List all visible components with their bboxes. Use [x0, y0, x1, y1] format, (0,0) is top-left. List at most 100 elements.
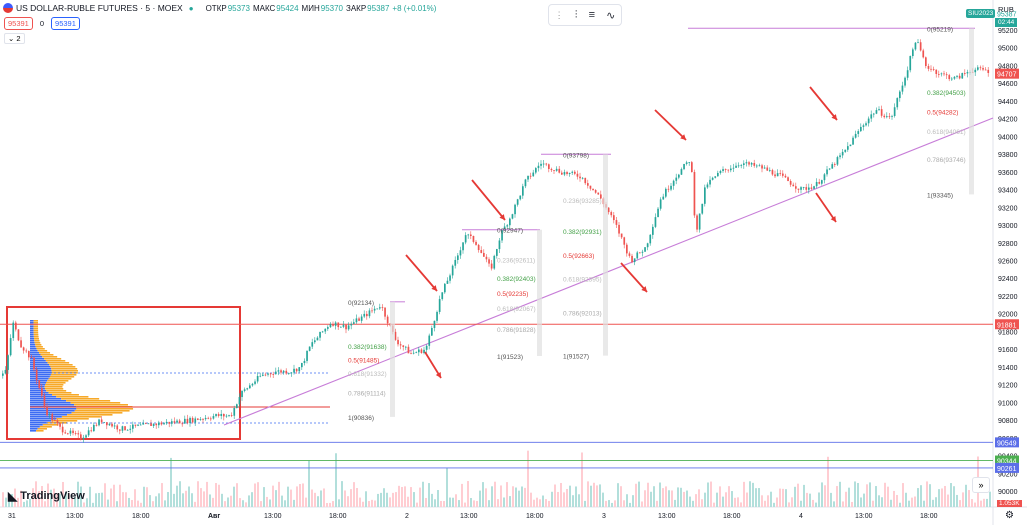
candle-body	[334, 322, 337, 326]
volume-profile-sell	[76, 408, 134, 410]
volume-bar	[392, 492, 394, 507]
volume-bar	[539, 499, 541, 507]
annotation-arrow	[654, 109, 687, 141]
candle-body	[464, 235, 467, 243]
candle-body	[493, 255, 496, 269]
candle-body	[953, 76, 956, 79]
buy-button[interactable]: 95391	[51, 17, 80, 30]
volume-bar	[554, 484, 556, 507]
candle-body	[945, 74, 948, 76]
candle-body	[888, 116, 891, 118]
candle-body	[384, 307, 386, 317]
candle-body	[571, 171, 574, 173]
fib-tool-icon[interactable]: ⫶	[574, 8, 578, 21]
candle-body	[238, 397, 241, 405]
volume-bar	[728, 486, 730, 507]
candle-body	[896, 98, 899, 108]
volume-bar	[170, 457, 172, 507]
eye-icon[interactable]: ●	[188, 3, 194, 13]
volume-bar	[653, 486, 655, 507]
volume-bar	[560, 482, 562, 507]
candle-body	[371, 310, 373, 312]
volume-bar	[74, 497, 76, 507]
candle-body	[223, 413, 225, 417]
volume-bar	[641, 501, 643, 507]
candle-body	[857, 131, 860, 134]
volume-bar	[512, 486, 514, 507]
volume-bar	[224, 501, 226, 507]
indicators-count: 2	[16, 34, 21, 43]
sell-button[interactable]: 95391	[4, 17, 33, 30]
tv-logo-icon: ◣	[8, 489, 18, 503]
volume-profile-buy	[30, 430, 37, 432]
candle-body	[220, 413, 223, 416]
candle-body	[64, 432, 67, 434]
template-icon[interactable]: ∿	[606, 9, 616, 22]
symbol-title[interactable]: US DOLLAR-RUBLE FUTURES · 5 · MOEX	[16, 3, 183, 13]
indicators-toggle[interactable]: ⌄ 2	[4, 33, 25, 44]
volume-profile-buy	[30, 412, 72, 414]
price-line-badge	[995, 455, 1019, 466]
volume-bar	[758, 488, 760, 507]
candle-body	[259, 375, 262, 377]
candle-body	[74, 433, 77, 434]
volume-profile-buy	[30, 340, 35, 342]
volume-bar	[179, 481, 181, 507]
volume-bar	[557, 491, 559, 507]
annotation-arrow	[405, 254, 438, 292]
candle-body	[399, 344, 402, 346]
volume-profile-buy	[30, 370, 52, 372]
volume-profile-sell	[45, 360, 66, 362]
candle-body	[706, 184, 709, 188]
candle-body	[4, 369, 7, 374]
candle-body	[496, 249, 498, 256]
volume-bar	[335, 453, 337, 507]
open-value: 95373	[227, 3, 250, 13]
countdown-badge: 02:44	[995, 18, 1018, 27]
candle-body	[459, 250, 462, 256]
candle-body	[719, 170, 722, 173]
candle-body	[462, 242, 464, 251]
volume-bar	[149, 495, 151, 507]
volume-bar	[527, 450, 529, 507]
volume-bar	[320, 490, 322, 507]
volume-bar	[875, 486, 877, 507]
volume-bar	[290, 489, 292, 507]
candle-body	[927, 66, 930, 69]
volume-bar	[353, 482, 355, 507]
volume-bar	[191, 493, 193, 507]
candle-body	[984, 69, 987, 71]
candle-body	[82, 437, 85, 440]
volume-bar	[440, 500, 442, 507]
drag-handle-icon[interactable]: ⋮	[554, 9, 564, 20]
candle-body	[844, 149, 847, 152]
candle-body	[303, 360, 306, 364]
goto-realtime-button[interactable]: »	[972, 477, 990, 493]
candle-body	[662, 196, 665, 200]
volume-bar	[452, 497, 454, 507]
settings-icon[interactable]: ≡	[588, 9, 596, 21]
tradingview-logo[interactable]: ◣ TradingView	[8, 489, 85, 503]
candle-body	[327, 327, 329, 329]
volume-bar	[866, 484, 868, 507]
candle-body	[210, 418, 212, 420]
candle-body	[672, 180, 675, 186]
candle-body	[33, 357, 35, 370]
candle-body	[665, 188, 667, 197]
volume-profile-sell	[47, 362, 70, 364]
fib-level-label: 1(91527)	[563, 354, 589, 361]
volume-profile-buy	[30, 320, 34, 322]
settings-gear-icon[interactable]: ⚙	[1005, 510, 1014, 521]
volume-bar	[53, 488, 55, 507]
price-tick-label: 93800	[998, 152, 1018, 159]
volume-bar	[887, 486, 889, 507]
volume-bar	[185, 490, 187, 507]
candle-body	[41, 387, 43, 396]
volume-bar	[347, 496, 349, 507]
candle-body	[737, 165, 740, 167]
volume-bar	[980, 500, 982, 507]
currency-label[interactable]: RUB	[998, 5, 1014, 14]
fib-level-label: 0.382(91638)	[348, 344, 387, 351]
